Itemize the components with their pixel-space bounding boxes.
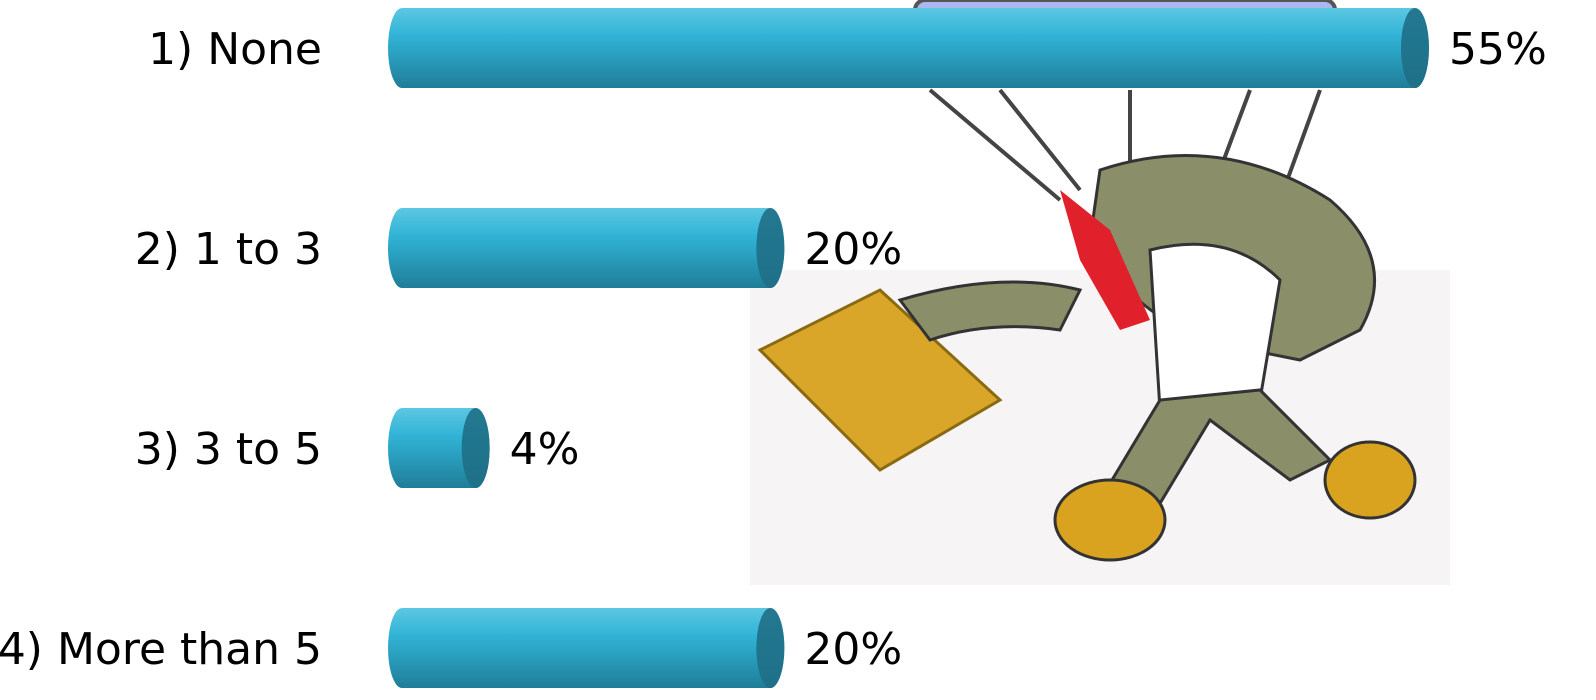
- bar: [388, 608, 784, 688]
- bar-body: [388, 608, 784, 688]
- bar-cap: [1401, 8, 1429, 88]
- bar-body: [388, 8, 1429, 88]
- bar-cap: [756, 608, 784, 688]
- bar-body: [388, 208, 784, 288]
- category-label: 4) More than 5: [0, 624, 322, 675]
- value-label: 55%: [1449, 24, 1547, 75]
- value-label: 20%: [804, 624, 902, 675]
- page: {"chart_data": {"type": "bar", "orientat…: [0, 0, 1596, 700]
- chart: 1) None 55% 2) 1 to 3 20% 3) 3 to 5 4% 4) More…: [0, 0, 1596, 700]
- bar: [388, 208, 784, 288]
- value-label: 4%: [510, 424, 580, 475]
- category-label: 3) 3 to 5: [135, 424, 322, 475]
- value-label: 20%: [804, 224, 902, 275]
- bar-cap: [462, 408, 490, 488]
- category-label: 2) 1 to 3: [135, 224, 322, 275]
- bar-cap: [756, 208, 784, 288]
- bar: [388, 8, 1429, 88]
- bar: [388, 408, 490, 488]
- category-label: 1) None: [148, 24, 322, 75]
